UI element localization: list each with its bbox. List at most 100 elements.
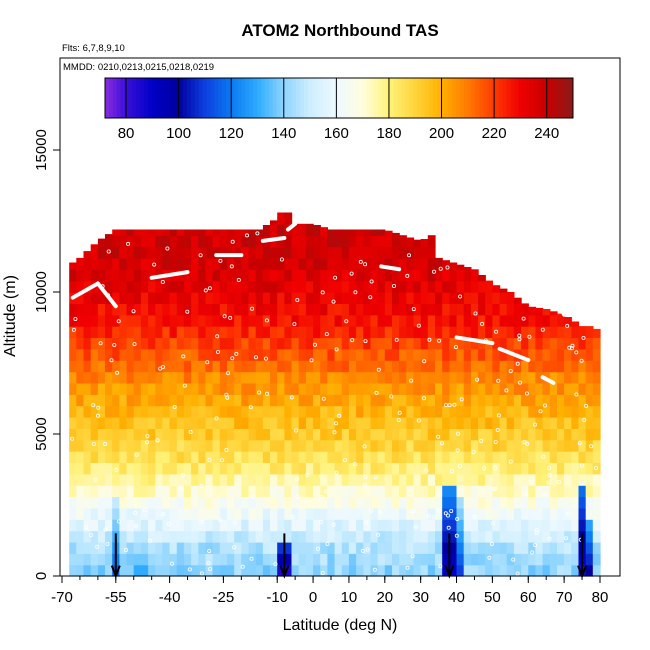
heatmap-cell [435, 394, 443, 407]
heatmap-cell [277, 348, 285, 361]
heatmap-cell [442, 280, 450, 293]
heatmap-cell [420, 553, 429, 566]
heatmap-cell [162, 303, 171, 316]
data-point [279, 257, 284, 262]
heatmap-cell [327, 519, 336, 532]
heatmap-cell [155, 246, 164, 259]
data-point [517, 333, 522, 338]
heatmap-cell [176, 337, 185, 350]
heatmap-cell [370, 394, 379, 407]
flight-track [149, 270, 190, 280]
data-point [581, 335, 586, 340]
heatmap-cell [241, 337, 250, 350]
heatmap-cell [557, 360, 565, 373]
heatmap-cell [377, 303, 386, 316]
heatmap-cell [90, 417, 99, 429]
heatmap-cell [334, 280, 343, 293]
colorbar-tick-label: 180 [376, 125, 401, 142]
heatmap-cell [427, 462, 436, 475]
heatmap-cell [549, 439, 558, 452]
heatmap-cell [449, 326, 458, 339]
heatmap-cell [219, 473, 228, 486]
heatmap-cell [585, 473, 594, 486]
heatmap-cell [227, 451, 235, 463]
y-axis-label: Altitude (m) [2, 275, 19, 357]
heatmap-cell [169, 439, 178, 452]
heatmap-cell [241, 394, 250, 407]
heatmap-cell [571, 394, 580, 407]
heatmap-cell [521, 326, 529, 339]
heatmap-cell [334, 496, 343, 509]
heatmap-cell [334, 451, 343, 463]
heatmap-cell [69, 262, 77, 270]
heatmap-cell [183, 439, 192, 452]
colorbar-segment [155, 78, 161, 118]
data-point [250, 306, 255, 311]
heatmap-cell [155, 257, 164, 270]
heatmap-cell [392, 382, 400, 395]
heatmap-cell [133, 462, 142, 475]
heatmap-cell [334, 382, 343, 395]
heatmap-cell [162, 360, 171, 373]
heatmap-cell [327, 326, 336, 339]
y-tick-label: 0 [33, 572, 50, 580]
colorbar-segment [296, 78, 301, 118]
heatmap-cell [90, 269, 99, 282]
heatmap-cell [105, 428, 113, 441]
heatmap-cell [327, 371, 336, 384]
heatmap-cell [205, 439, 214, 452]
heatmap-cell [212, 337, 221, 350]
heatmap-cell [183, 405, 192, 418]
heatmap-cell [298, 360, 307, 373]
heatmap-cell [564, 417, 572, 429]
colorbar-segment [428, 78, 434, 118]
data-point [363, 339, 368, 344]
heatmap-cell [270, 220, 278, 225]
data-point [582, 417, 587, 422]
heatmap-cell [76, 371, 85, 384]
heatmap-cell [528, 360, 537, 373]
colorbar-segment [311, 78, 317, 118]
heatmap-cell [399, 439, 407, 452]
heatmap-cell [592, 348, 601, 361]
heatmap-cell [348, 280, 357, 293]
colorbar-segment [198, 78, 203, 118]
heatmap-cell [277, 360, 285, 373]
heatmap-cell [69, 496, 77, 509]
heatmap-cell [334, 485, 343, 498]
heatmap-cell [105, 394, 113, 407]
heatmap-cell [291, 360, 300, 373]
heatmap-cell [535, 462, 544, 475]
data-point [331, 299, 336, 304]
heatmap-cell [499, 439, 508, 452]
heatmap-cell [305, 417, 314, 429]
heatmap-cell [90, 246, 99, 259]
heatmap-cell [305, 326, 314, 339]
heatmap-cell [506, 360, 515, 373]
heatmap-cell [241, 326, 250, 339]
heatmap-cell [119, 394, 128, 407]
heatmap-cell [169, 314, 178, 327]
data-point [570, 343, 575, 348]
colorbar-segment [346, 78, 352, 118]
data-point [165, 246, 170, 251]
heatmap-cell [112, 439, 120, 452]
heatmap-cell [499, 496, 508, 509]
heatmap-cell [183, 530, 192, 543]
heatmap-cell [305, 428, 314, 441]
heatmap-cell [356, 451, 364, 463]
heatmap-cell [327, 417, 336, 429]
heatmap-cell [571, 326, 580, 339]
heatmap-cell [212, 462, 221, 475]
colorbar-segment [342, 78, 348, 118]
heatmap-cell [227, 269, 235, 282]
heatmap-cell [564, 348, 572, 361]
heatmap-cell [384, 382, 393, 395]
heatmap-cell [506, 326, 515, 339]
heatmap-cell [76, 519, 85, 532]
heatmap-cell [313, 496, 321, 509]
data-point [226, 371, 231, 376]
heatmap-cell [399, 257, 407, 270]
heatmap-cell [241, 303, 250, 316]
heatmap-cell [542, 564, 551, 577]
